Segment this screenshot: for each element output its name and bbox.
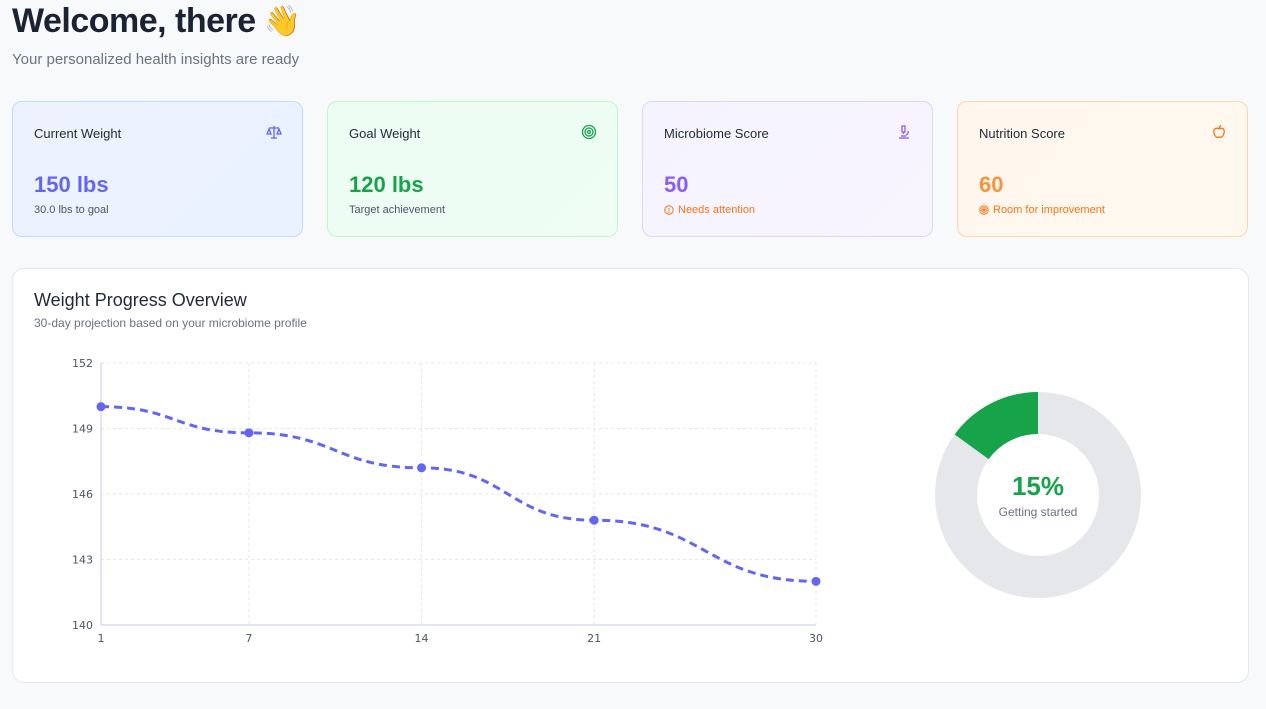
apple-icon: [1213, 124, 1225, 139]
welcome-heading: Welcome, there 👋: [12, 2, 301, 41]
x-tick-label: 1: [98, 632, 105, 645]
waving-hand-icon: 👋: [263, 5, 301, 38]
data-point: [589, 515, 599, 525]
panel-title: Weight Progress Overview: [34, 290, 247, 310]
current-weight-card: Current Weight 150 lbs 30.0 lbs to goal: [12, 101, 303, 237]
card-title: Microbiome Score: [664, 126, 769, 141]
target-icon: [581, 124, 597, 140]
card-value: 120 lbs: [349, 172, 424, 197]
card-title: Goal Weight: [349, 126, 421, 141]
welcome-subtitle: Your personalized health insights are re…: [12, 51, 300, 68]
weight-line-chart: 140 143 146 149 152 1 7 14 21 30: [72, 357, 823, 645]
y-tick-label: 149: [72, 423, 93, 436]
card-title: Current Weight: [34, 126, 122, 141]
donut-progress-arc: [954, 392, 1038, 460]
donut-center: 15% Getting started: [935, 392, 1141, 598]
y-tick-label: 143: [72, 554, 93, 567]
card-title: Nutrition Score: [979, 126, 1065, 141]
alert-circle-icon: [664, 205, 674, 215]
progress-percent: 15%: [1011, 471, 1065, 501]
target-small-icon: [979, 205, 989, 215]
y-tick-label: 146: [72, 488, 93, 501]
panel-subtitle: 30-day projection based on your microbio…: [34, 316, 307, 330]
x-tick-label: 7: [245, 632, 252, 645]
microscope-icon: [899, 125, 909, 139]
scale-icon: [266, 126, 282, 139]
microbiome-score-card: Microbiome Score 50 Needs attention: [642, 101, 933, 237]
data-point: [811, 576, 821, 586]
card-note: Target achievement: [349, 204, 445, 216]
card-value: 50: [664, 172, 689, 197]
data-point: [417, 463, 427, 473]
weight-progress-panel: Weight Progress Overview 30-day projecti…: [12, 268, 1249, 683]
card-note: Room for improvement: [979, 204, 1105, 216]
progress-donut-chart: [935, 392, 1141, 598]
data-point: [244, 428, 254, 438]
y-tick-label: 152: [72, 357, 93, 370]
progress-label: Getting started: [998, 505, 1078, 519]
y-tick-label: 140: [72, 619, 93, 632]
weight-series-line: [100, 405, 817, 583]
x-tick-label: 21: [587, 632, 601, 645]
card-value: 150 lbs: [34, 172, 109, 197]
welcome-text: Welcome, there: [12, 2, 256, 40]
x-tick-label: 14: [415, 632, 429, 645]
goal-weight-card: Goal Weight 120 lbs Target achievement: [327, 101, 618, 237]
x-tick-label: 30: [809, 632, 823, 645]
card-note: 30.0 lbs to goal: [34, 204, 109, 216]
nutrition-score-card: Nutrition Score 60 Room for improvement: [957, 101, 1248, 237]
card-value: 60: [979, 172, 1004, 197]
card-note: Needs attention: [664, 204, 755, 216]
data-point: [96, 402, 106, 412]
